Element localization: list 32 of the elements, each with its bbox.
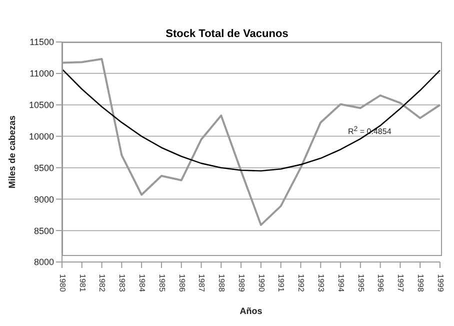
x-tick-label: 1986 <box>177 274 186 292</box>
x-tick-label: 1996 <box>376 274 386 292</box>
x-axis-title: Años <box>240 306 262 316</box>
x-tick-label: 1994 <box>336 274 346 292</box>
x-tick-label: 1999 <box>436 274 445 292</box>
x-tick-label: 1984 <box>137 274 146 292</box>
x-tick-label: 1988 <box>217 274 226 292</box>
y-tick-label: 8000 <box>34 257 54 268</box>
x-tick-label: 1993 <box>316 274 326 292</box>
x-tick-label: 1991 <box>276 274 286 292</box>
x-tick-label: 1989 <box>236 274 246 292</box>
line-series <box>61 68 441 172</box>
x-tick-label: 1992 <box>296 274 306 292</box>
y-tick-label: 10000 <box>28 131 54 142</box>
x-tick-label: 1987 <box>197 274 206 292</box>
x-tick-label: 1983 <box>118 274 127 292</box>
y-tick-label: 10500 <box>28 100 54 110</box>
y-tick-label: 11500 <box>30 37 54 48</box>
x-tick-label: 1997 <box>396 274 406 292</box>
chart-title: Stock Total de Vacunos <box>166 28 288 40</box>
y-tick-label: 9500 <box>34 162 54 173</box>
x-tick-label: 1998 <box>416 274 425 292</box>
x-tick-label: 1990 <box>256 274 266 292</box>
x-tick-label: 1995 <box>356 274 366 292</box>
y-axis-title: Miles de cabezas <box>7 115 18 189</box>
y-tick-label: 9000 <box>34 194 54 204</box>
x-tick-label: 1982 <box>98 274 107 292</box>
x-tick-label: 1980 <box>58 274 67 292</box>
y-tick-label: 11000 <box>30 68 54 79</box>
y-tick-label: 8500 <box>34 226 54 236</box>
x-tick-label: 1985 <box>157 274 166 292</box>
x-tick-label: 1981 <box>78 274 87 292</box>
